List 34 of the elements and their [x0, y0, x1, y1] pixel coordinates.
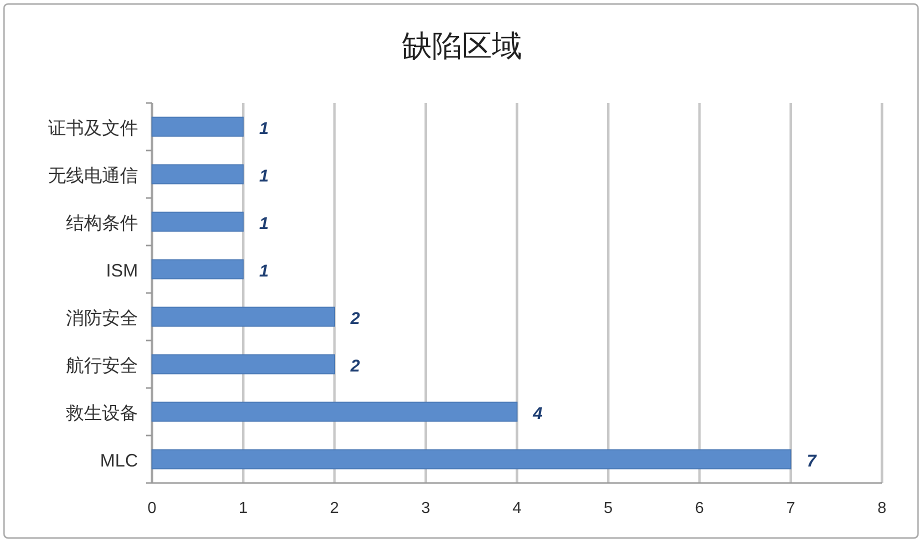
- y-tick-label: 救生设备: [65, 402, 138, 423]
- x-tick-label: 2: [330, 500, 340, 517]
- data-label: 2: [350, 308, 360, 328]
- bar: [152, 449, 792, 470]
- chart-title: 缺陷区域: [402, 30, 522, 63]
- bar: [152, 354, 335, 374]
- data-label: 1: [259, 261, 269, 280]
- x-tick-label: 1: [238, 500, 248, 517]
- bar: [152, 259, 244, 280]
- x-tick-label: 4: [512, 500, 522, 517]
- bar: [152, 212, 244, 232]
- data-label: 4: [532, 404, 543, 423]
- bar: [152, 164, 244, 184]
- y-tick-label: 证书及文件: [48, 118, 138, 138]
- y-tick-label: MLC: [100, 450, 138, 470]
- x-tick-label: 6: [695, 500, 704, 517]
- data-label: 2: [350, 356, 360, 376]
- data-label: 1: [259, 166, 269, 186]
- x-tick-label: 5: [604, 500, 613, 517]
- y-tick-label: 无线电通信: [48, 165, 138, 186]
- x-tick-label: 0: [148, 500, 157, 517]
- data-label: 1: [259, 214, 269, 233]
- data-label: 7: [806, 451, 818, 470]
- y-tick-label: 结构条件: [66, 212, 138, 233]
- x-tick-label: 8: [878, 500, 887, 517]
- y-tick-label: 消防安全: [66, 308, 138, 328]
- x-tick-label: 3: [421, 500, 430, 517]
- bar: [152, 116, 244, 137]
- y-tick-label: 航行安全: [66, 355, 138, 376]
- bar: [152, 402, 518, 422]
- y-tick-label: ISM: [106, 260, 138, 280]
- x-tick-label: 7: [786, 500, 796, 517]
- bar: [152, 306, 335, 327]
- data-label: 1: [259, 118, 269, 138]
